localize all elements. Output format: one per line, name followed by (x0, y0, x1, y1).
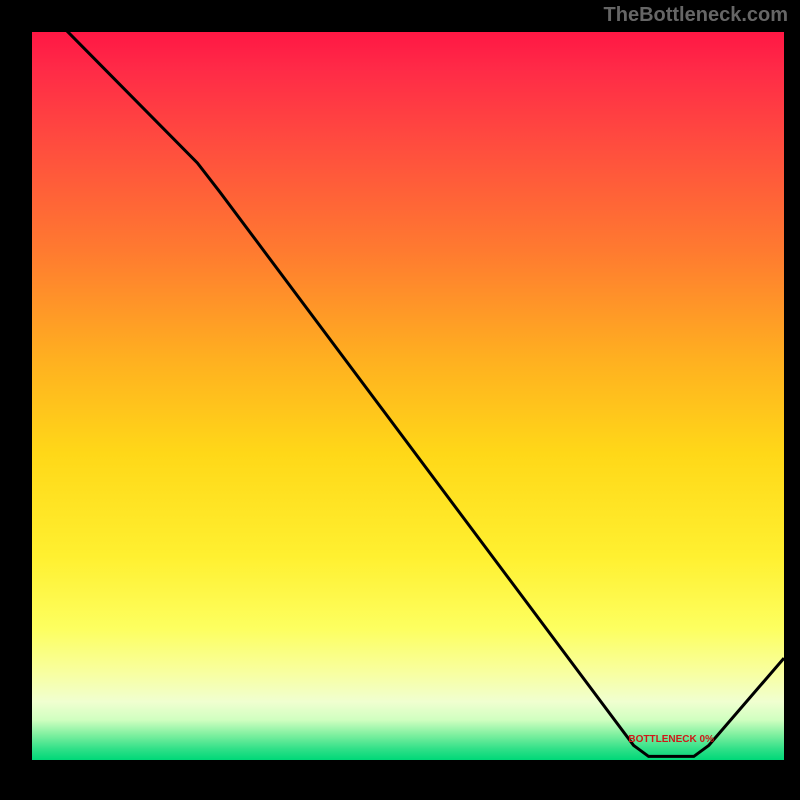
bottleneck-chart: BOTTLENECK 0% (0, 0, 800, 800)
minimum-marker-label: BOTTLENECK 0% (628, 734, 714, 745)
gradient-background (32, 32, 784, 760)
chart-container: TheBottleneck.com BOTTLENECK 0% (0, 0, 800, 800)
watermark-text: TheBottleneck.com (604, 4, 788, 27)
